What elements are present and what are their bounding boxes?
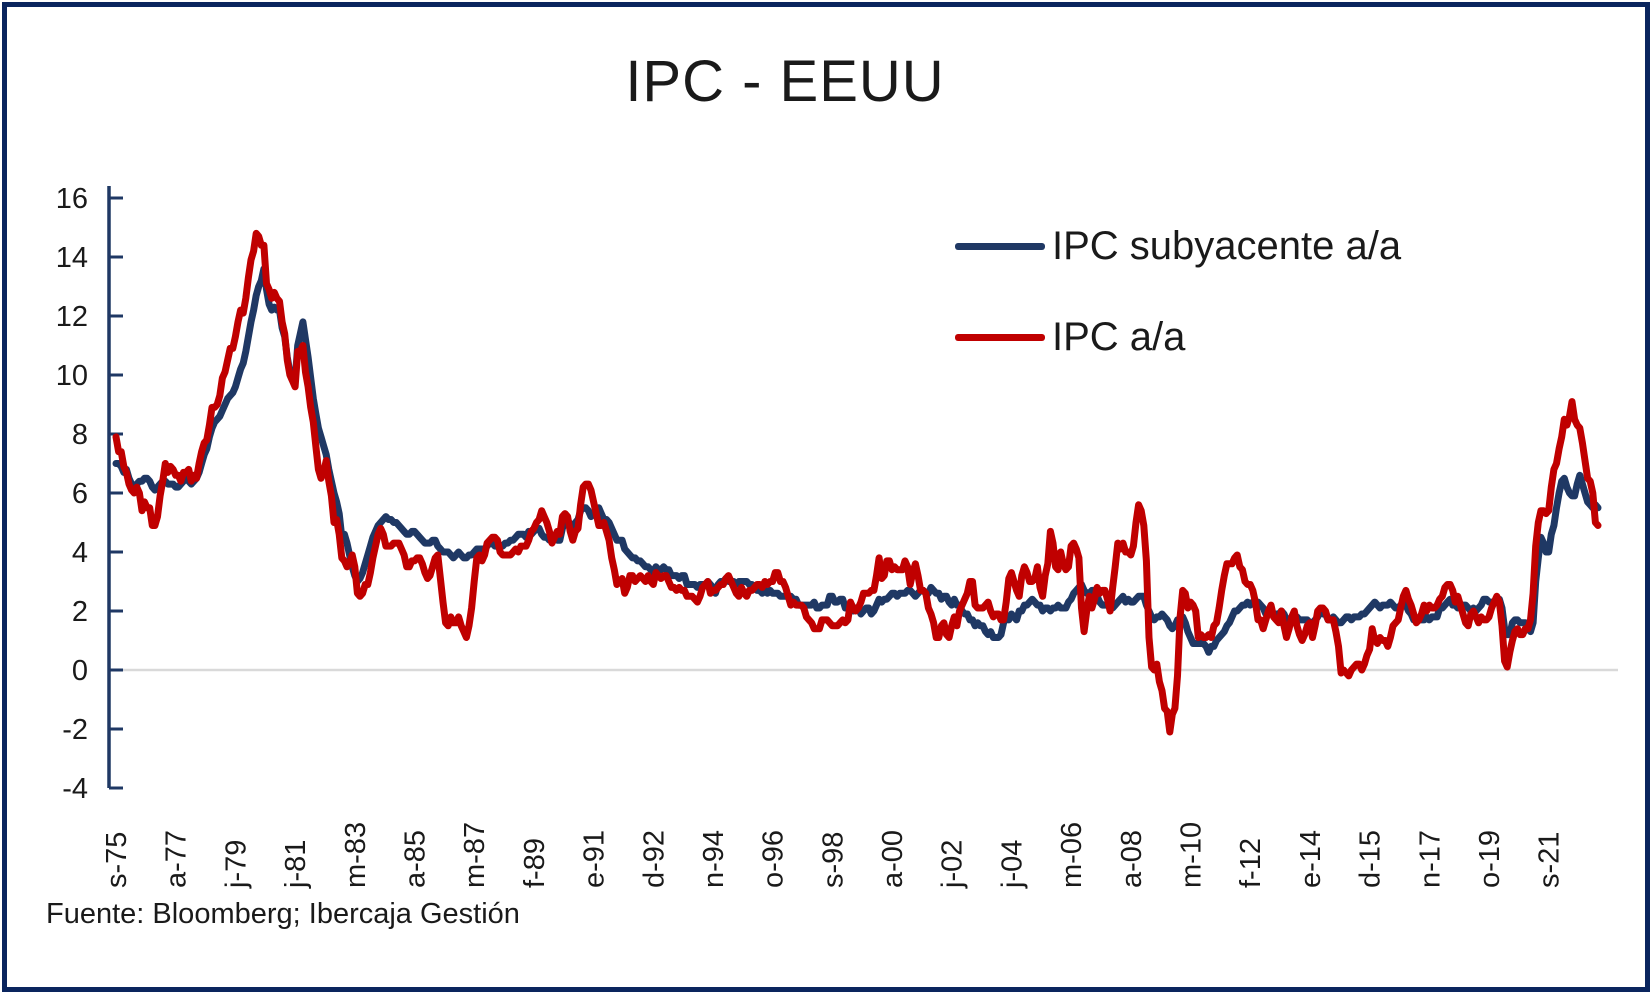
y-axis-tick-label: 10 xyxy=(56,360,88,392)
y-axis-tick-label: 0 xyxy=(72,655,88,687)
y-axis-tick-label: 12 xyxy=(56,301,88,333)
x-axis-tick-label: a-08 xyxy=(1116,830,1148,888)
x-axis-tick-label: m-10 xyxy=(1176,822,1208,888)
y-axis-tick-label: 4 xyxy=(72,537,88,569)
x-axis-tick-label: a-00 xyxy=(877,830,909,888)
x-axis-tick-label: o-19 xyxy=(1474,830,1506,888)
y-axis-tick-label: 16 xyxy=(56,183,88,215)
x-axis-tick-label: j-02 xyxy=(937,840,969,889)
legend-item: IPC a/a xyxy=(955,315,1401,360)
x-axis-tick-label: s-21 xyxy=(1534,832,1566,888)
x-axis-tick-label: a-85 xyxy=(399,830,431,888)
x-axis-tick-label: m-83 xyxy=(340,822,372,888)
x-axis-tick-label: e-91 xyxy=(579,830,611,888)
x-axis-tick-label: a-77 xyxy=(161,830,193,888)
x-axis-tick-label: m-06 xyxy=(1056,822,1088,888)
legend-item: IPC subyacente a/a xyxy=(955,224,1401,269)
y-axis-tick-label: 6 xyxy=(72,478,88,510)
x-axis-tick-label: m-87 xyxy=(459,822,491,888)
x-axis-tick-label: f-89 xyxy=(519,838,551,888)
legend-line-swatch-headline xyxy=(955,334,1045,341)
y-axis-tick-label: 8 xyxy=(72,419,88,451)
x-axis-tick-label: n-94 xyxy=(698,830,730,888)
y-axis-tick-label: -2 xyxy=(62,714,88,746)
source-note: Fuente: Bloomberg; Ibercaja Gestión xyxy=(46,898,520,930)
x-axis-tick-label: o-96 xyxy=(758,830,790,888)
chart-title: IPC - EEUU xyxy=(625,49,945,114)
x-axis-tick-label: s-75 xyxy=(101,832,133,888)
y-axis-tick-label: -4 xyxy=(62,773,88,805)
legend: IPC subyacente a/a IPC a/a xyxy=(955,224,1401,360)
legend-label: IPC a/a xyxy=(1052,315,1186,359)
x-axis-tick-label: f-12 xyxy=(1235,838,1267,888)
x-axis-tick-label: j-04 xyxy=(996,840,1028,889)
x-axis-tick-label: j-81 xyxy=(280,840,312,889)
x-axis-tick-label: d-92 xyxy=(638,830,670,888)
y-axis-tick-label: 2 xyxy=(72,596,88,628)
x-axis-tick-label: d-15 xyxy=(1355,830,1387,888)
x-axis-tick-label: j-79 xyxy=(220,840,252,889)
y-axis-tick-label: 14 xyxy=(56,242,88,274)
x-axis-tick-label: n-17 xyxy=(1414,830,1446,888)
series-line-ipc xyxy=(112,229,1602,736)
legend-line-swatch-core xyxy=(955,243,1045,250)
x-axis-tick-label: e-14 xyxy=(1295,830,1327,888)
legend-label: IPC subyacente a/a xyxy=(1052,224,1402,268)
x-axis-tick-label: s-98 xyxy=(817,832,849,888)
